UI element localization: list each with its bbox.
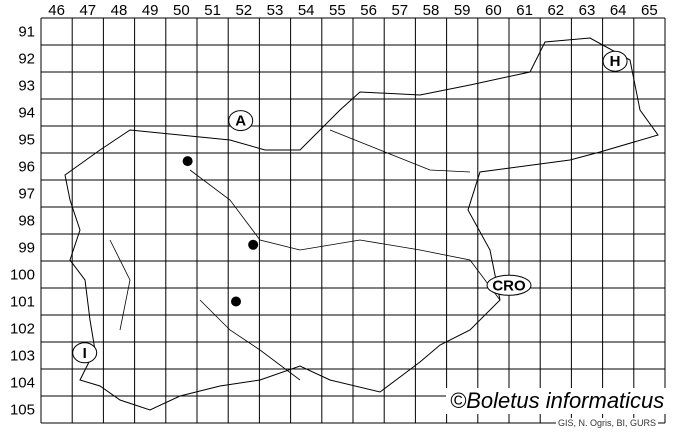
column-label: 62 [547,2,564,19]
record-dot [248,239,259,250]
column-label: 57 [391,2,408,19]
row-label: 104 [10,375,35,392]
row-label: 100 [10,267,35,284]
record-dot [231,296,241,307]
row-label: 94 [18,105,35,122]
river-3 [109,239,131,331]
row-label: 92 [18,51,35,68]
row-label: 98 [18,213,35,230]
country-label: H [610,53,621,70]
country-label: CRO [492,277,526,294]
row-label: 101 [10,294,35,311]
river-0 [189,169,501,301]
country-label: A [235,113,246,130]
column-label: 59 [454,2,471,19]
column-label: 61 [516,2,533,19]
column-label: 51 [204,2,221,19]
country-border [64,37,659,411]
column-label: 63 [579,2,596,19]
column-label: 58 [423,2,440,19]
column-label: 48 [111,2,128,19]
column-label: 54 [298,2,315,19]
source-credit: GIS, N. Ogris, BI, GURS [556,418,659,428]
column-label: 47 [79,2,96,19]
column-label: 50 [173,2,190,19]
column-label: 46 [48,2,65,19]
country-label: I [83,345,87,362]
row-label: 99 [18,240,35,257]
column-label: 65 [641,2,658,19]
country-label-oval [228,110,254,132]
column-label: 64 [610,2,627,19]
row-label: 102 [10,321,35,338]
row-label: 95 [18,132,35,149]
column-label: 53 [267,2,284,19]
row-label: 105 [10,402,35,419]
column-label: 52 [235,2,252,19]
row-label: 97 [18,186,35,203]
row-label: 103 [10,348,35,365]
column-label: 49 [142,2,159,19]
country-label-oval [72,342,98,364]
column-label: 55 [329,2,346,19]
river-2 [199,299,301,381]
country-label-oval [602,50,628,72]
row-label: 96 [18,159,35,176]
column-label: 60 [485,2,502,19]
row-label: 93 [18,78,35,95]
country-label-oval [486,274,532,296]
row-label: 91 [18,24,35,41]
river-1 [329,129,471,173]
copyright-text: ©Boletus informaticus [446,388,669,414]
record-dot [182,156,193,167]
column-label: 56 [360,2,377,19]
